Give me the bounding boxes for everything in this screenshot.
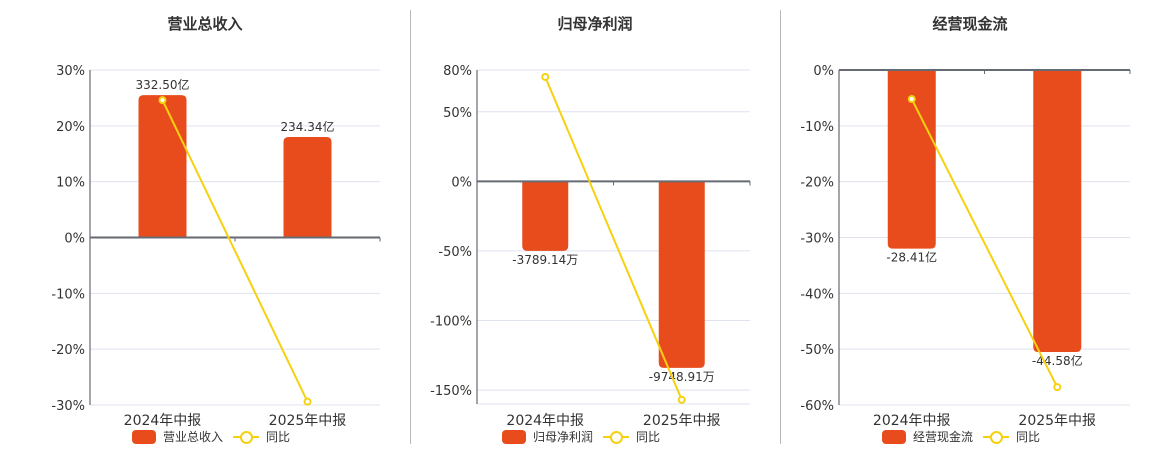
line-legend-icon[interactable] bbox=[233, 430, 260, 444]
chart-title: 营业总收入 bbox=[167, 15, 243, 33]
y-tick-label: -40% bbox=[800, 287, 834, 302]
y-tick-label: -50% bbox=[800, 343, 834, 358]
chart-panel-revenue: 营业总收入 bbox=[0, 0, 410, 450]
bar-value-label: -44.58亿 bbox=[1032, 353, 1083, 368]
bar-value-label: 332.50亿 bbox=[136, 77, 190, 92]
bar-legend-label[interactable]: 营业总收入 bbox=[163, 430, 224, 444]
y-tick-label: -20% bbox=[51, 343, 85, 358]
x-tick-label: 2025年中报 bbox=[643, 413, 721, 429]
x-tick-label: 2025年中报 bbox=[269, 413, 347, 429]
y-tick-label: 80% bbox=[443, 64, 472, 79]
yoy-point[interactable] bbox=[541, 72, 550, 81]
chart-0: 30% 20% 10% 0% -10% -20% -30% 332.50亿 2024年中报 234… bbox=[51, 64, 381, 429]
yoy-point[interactable] bbox=[1053, 383, 1062, 392]
chart-2: 0% -10% -20% -30% -40% -50% -60% -28.41亿 2024年中报… bbox=[800, 64, 1131, 429]
bar[interactable] bbox=[1033, 70, 1082, 352]
bar-legend-swatch[interactable] bbox=[882, 429, 906, 444]
y-tick-label: 0% bbox=[813, 64, 834, 79]
legend: 归母净利润 同比 bbox=[502, 428, 660, 445]
y-tick-label: 0% bbox=[64, 232, 85, 247]
line-legend-label[interactable]: 同比 bbox=[1016, 430, 1041, 444]
chart-title: 归母净利润 bbox=[557, 15, 633, 33]
bar-legend-swatch[interactable] bbox=[502, 429, 526, 444]
chart-title: 经营现金流 bbox=[932, 15, 1008, 33]
bar[interactable] bbox=[522, 181, 569, 251]
y-tick-label: 10% bbox=[56, 176, 85, 191]
yoy-line bbox=[544, 76, 683, 401]
y-tick-label: 0% bbox=[451, 175, 472, 190]
bar-legend-label[interactable]: 归母净利润 bbox=[533, 430, 594, 444]
y-tick-label: -150% bbox=[430, 384, 472, 399]
divider-1 bbox=[410, 10, 411, 444]
x-tick-label: 2024年中报 bbox=[124, 413, 202, 429]
y-tick-label: -30% bbox=[51, 399, 85, 414]
y-tick-label: -10% bbox=[51, 287, 85, 302]
y-tick-label: -20% bbox=[800, 176, 834, 191]
yoy-line bbox=[910, 98, 1059, 388]
bar[interactable] bbox=[138, 95, 187, 238]
y-tick-label: 20% bbox=[56, 120, 85, 135]
chart-panel-operating-cashflow: 经营现金流 bbox=[780, 0, 1160, 450]
bar-legend-label[interactable]: 经营现金流 bbox=[913, 430, 974, 444]
divider-2 bbox=[780, 10, 781, 444]
yoy-point[interactable] bbox=[907, 95, 916, 104]
y-tick-label: -50% bbox=[438, 245, 472, 260]
y-tick-label: -60% bbox=[800, 399, 834, 414]
yoy-point[interactable] bbox=[677, 395, 686, 404]
y-tick-label: -10% bbox=[800, 120, 834, 135]
bar-value-label: -28.41亿 bbox=[886, 250, 937, 265]
bar-value-label: -9748.91万 bbox=[649, 370, 715, 384]
bar-legend-swatch[interactable] bbox=[132, 429, 156, 444]
bar[interactable] bbox=[887, 70, 936, 249]
x-tick-label: 2025年中报 bbox=[1018, 413, 1096, 429]
chart-1: 80% 50% 0% -50% -100% -150% -3789.14万 2024年中报 -9… bbox=[430, 64, 751, 429]
line-legend-label[interactable]: 同比 bbox=[266, 430, 291, 444]
line-legend-icon[interactable] bbox=[983, 430, 1010, 444]
bar-value-label: 234.34亿 bbox=[281, 119, 335, 134]
line-legend-label[interactable]: 同比 bbox=[636, 430, 661, 444]
yoy-point[interactable] bbox=[303, 397, 312, 406]
yoy-point[interactable] bbox=[158, 96, 167, 105]
bar-value-label: -3789.14万 bbox=[512, 253, 578, 267]
bar[interactable] bbox=[658, 181, 705, 368]
bar[interactable] bbox=[283, 137, 332, 238]
y-tick-label: -100% bbox=[430, 315, 472, 330]
x-tick-label: 2024年中报 bbox=[506, 413, 584, 429]
yoy-line bbox=[161, 99, 309, 403]
legend: 经营现金流 同比 bbox=[882, 428, 1040, 445]
y-tick-label: 30% bbox=[56, 64, 85, 79]
y-tick-label: 50% bbox=[443, 106, 472, 121]
legend: 营业总收入 同比 bbox=[132, 428, 290, 445]
line-legend-icon[interactable] bbox=[603, 430, 630, 444]
y-tick-label: -30% bbox=[800, 232, 834, 247]
x-tick-label: 2024年中报 bbox=[873, 413, 951, 429]
chart-panel-net-profit: 归母净利润 bbox=[410, 0, 780, 450]
